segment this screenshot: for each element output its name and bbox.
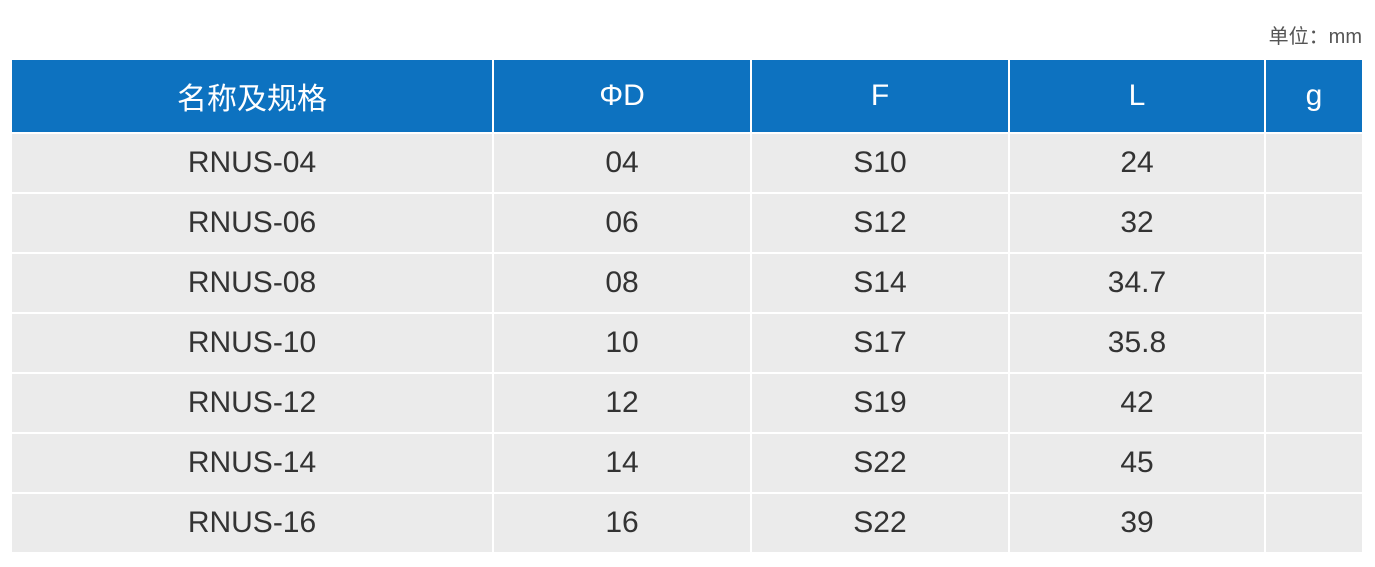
- table-cell: 34.7: [1010, 254, 1264, 312]
- table-cell: 39: [1010, 494, 1264, 552]
- table-cell: S12: [752, 194, 1008, 252]
- empty-cell: [1266, 374, 1362, 432]
- table-cell: RNUS-08: [12, 254, 492, 312]
- table-cell: 35.8: [1010, 314, 1264, 372]
- table-cell: 42: [1010, 374, 1264, 432]
- table-cell: S22: [752, 494, 1008, 552]
- table-cell: 04: [494, 134, 750, 192]
- empty-cell: [1266, 434, 1362, 492]
- header-cell: F: [752, 60, 1008, 132]
- table-cell: RNUS-04: [12, 134, 492, 192]
- table-cell: 12: [494, 374, 750, 432]
- table-cell: 10: [494, 314, 750, 372]
- table-cell: RNUS-10: [12, 314, 492, 372]
- table-cell: 14: [494, 434, 750, 492]
- table-cell: 24: [1010, 134, 1264, 192]
- table-cell: S17: [752, 314, 1008, 372]
- table-cell: RNUS-06: [12, 194, 492, 252]
- unit-label: 单位：mm: [1268, 26, 1362, 48]
- table-cell: S22: [752, 434, 1008, 492]
- table-cell: RNUS-14: [12, 434, 492, 492]
- table-cell: RNUS-16: [12, 494, 492, 552]
- table-cell: 32: [1010, 194, 1264, 252]
- table-cell: 45: [1010, 434, 1264, 492]
- empty-cell: [1266, 194, 1362, 252]
- table-cell: 08: [494, 254, 750, 312]
- table-cell: S14: [752, 254, 1008, 312]
- header-cell: ΦD: [494, 60, 750, 132]
- table-cell: 06: [494, 194, 750, 252]
- header-cell: L: [1010, 60, 1264, 132]
- table-cell: RNUS-12: [12, 374, 492, 432]
- empty-cell: [1266, 254, 1362, 312]
- table-cell: S10: [752, 134, 1008, 192]
- empty-cell: [1266, 134, 1362, 192]
- empty-cell: [1266, 494, 1362, 552]
- table-cell: 16: [494, 494, 750, 552]
- header-cell: 名称及规格: [12, 60, 492, 132]
- empty-cell: [1266, 314, 1362, 372]
- header-cell: g: [1266, 60, 1362, 132]
- table-cell: S19: [752, 374, 1008, 432]
